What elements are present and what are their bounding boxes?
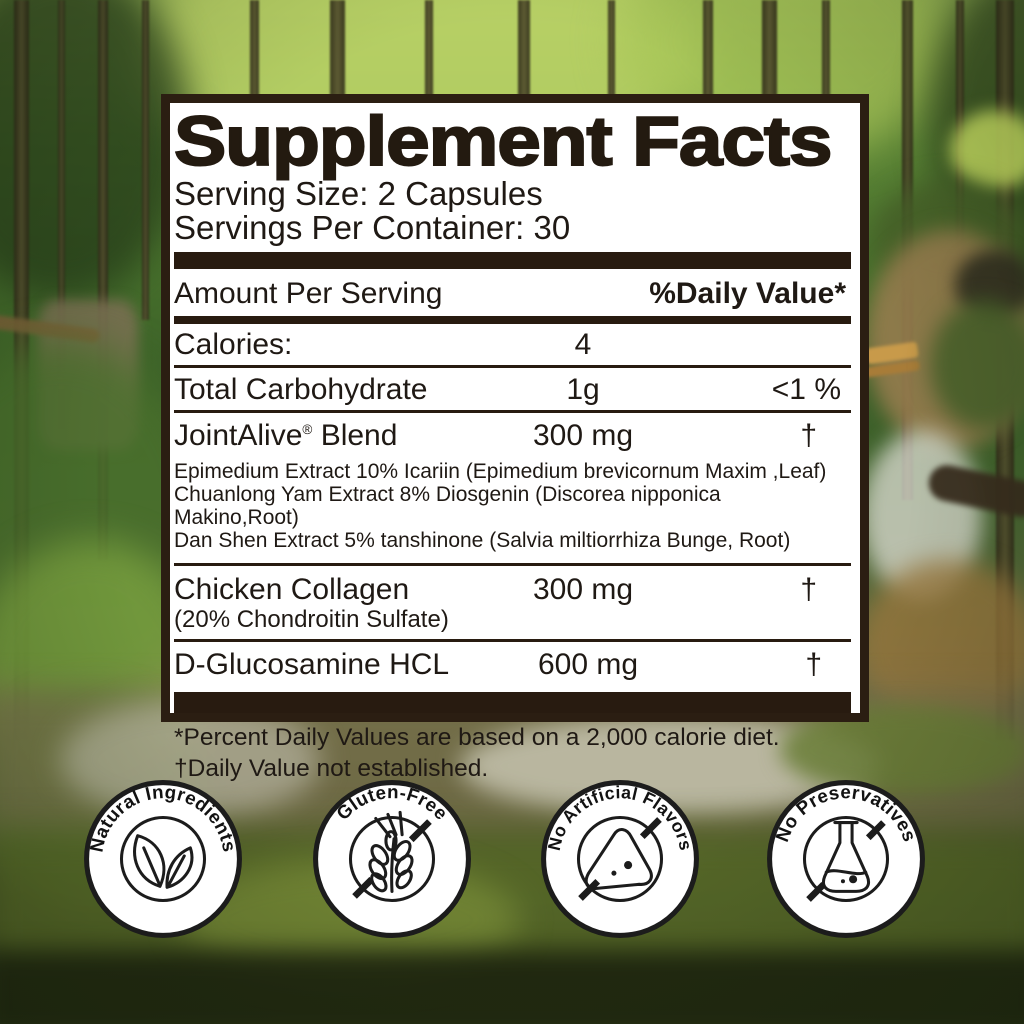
panel-content: Supplement Facts Serving Size: 2 Capsule… [170, 103, 860, 782]
tree-trunk [518, 0, 530, 96]
footnote-daily-value-not-established: †Daily Value not established. [174, 755, 489, 782]
footnotes: *Percent Daily Values are based on a 2,0… [174, 713, 856, 784]
servings-per-container-line: Servings Per Container: 30 [174, 209, 571, 246]
table-row-chicken-collagen: Chicken Collagen (20% Chondroitin Sulfat… [174, 566, 851, 642]
badge-natural-ingredients: Natural Ingredients [84, 780, 242, 938]
row-daily-value: <1 % [771, 373, 841, 406]
row-daily-value: † [805, 648, 822, 681]
tree-trunk [250, 0, 259, 96]
flask-crossed-icon [806, 820, 886, 902]
row-amount: 300 mg [532, 573, 634, 606]
tree-trunk [762, 0, 777, 96]
row-name: D-Glucosamine HCL [174, 648, 450, 681]
tortilla-chip-crossed-icon [578, 817, 662, 901]
row-name: Chicken Collagen (20% Chondroitin Sulfat… [174, 573, 483, 633]
row-amount: 600 mg [537, 648, 639, 681]
badge-inner-circle [576, 815, 664, 903]
table-row-d-glucosamine-hcl: D-Glucosamine HCL 600 mg † [174, 642, 856, 687]
tree-trunk [425, 0, 433, 96]
table-header-row: Amount Per Serving %Daily Value* [174, 269, 856, 316]
blend-sub-ingredients: Epimedium Extract 10% Icariin (Epimedium… [174, 453, 851, 563]
badge-outer-circle [767, 780, 925, 938]
tree-trunk [608, 0, 615, 96]
row-name: JointAlive® Blend [174, 419, 483, 453]
sub-ingredient: Chuanlong Yam Extract 8% Diosgenin (Disc… [174, 483, 721, 529]
sub-ingredient: Epimedium Extract 10% Icariin (Epimedium… [174, 460, 827, 483]
mossy-boulder [930, 300, 1024, 430]
collagen-name: Chicken Collagen [174, 573, 410, 606]
tree-trunk [98, 0, 108, 560]
table-row-total-carbohydrate: Total Carbohydrate 1g <1 % [174, 368, 851, 413]
badge-no-artificial-flavors: No Artificial Flavors [541, 780, 699, 938]
leaves-icon [133, 834, 194, 889]
blend-name: JointAlive [174, 419, 303, 452]
registered-trademark-symbol: ® [302, 422, 313, 437]
row-name: Total Carbohydrate [174, 373, 428, 406]
separator-bar [174, 692, 851, 713]
wheat-crossed-icon [352, 810, 432, 899]
row-daily-value: † [800, 419, 817, 452]
row-amount: 1g [566, 373, 600, 406]
badge-inner-circle [348, 815, 436, 903]
table-row-jointalive-blend: JointAlive® Blend 300 mg † Epimedium Ext… [174, 413, 851, 566]
badge-no-preservatives: No Preservatives [767, 780, 925, 938]
row-amount: 4 [574, 328, 592, 361]
supplement-facts-panel: Supplement Facts Serving Size: 2 Capsule… [161, 94, 869, 782]
amount-per-serving-header: Amount Per Serving [174, 277, 443, 310]
badge-inner-circle [802, 815, 890, 903]
separator-bar [174, 252, 851, 269]
badge-gluten-free: Gluten-Free [313, 780, 471, 938]
footnote-daily-values: *Percent Daily Values are based on a 2,0… [174, 724, 780, 751]
tree-trunk [58, 0, 65, 430]
collagen-note: (20% Chondroitin Sulfate) [174, 606, 449, 633]
blend-name-suffix: Blend [312, 419, 398, 452]
tree-trunk [142, 0, 149, 320]
bright-leaves [950, 110, 1024, 190]
tree-trunk [703, 0, 713, 96]
tree-trunk [330, 0, 345, 96]
daily-value-header: %Daily Value* [649, 277, 846, 310]
sub-ingredient: Dan Shen Extract 5% tanshinone (Salvia m… [174, 529, 791, 552]
row-daily-value: † [800, 573, 817, 606]
dark-log-foreground [0, 950, 1024, 1024]
row-name: Calories: [174, 328, 293, 361]
table-row-calories: Calories: 4 [174, 324, 851, 368]
badge-inner-circle [119, 815, 207, 903]
row-amount: 300 mg [532, 419, 634, 452]
tree-trunk [822, 0, 830, 96]
serving-size-line: Serving Size: 2 Capsules [174, 175, 543, 212]
blend-main-row: JointAlive® Blend 300 mg † [174, 413, 851, 453]
separator-bar [174, 316, 851, 324]
panel-title: Supplement Facts [173, 102, 834, 180]
